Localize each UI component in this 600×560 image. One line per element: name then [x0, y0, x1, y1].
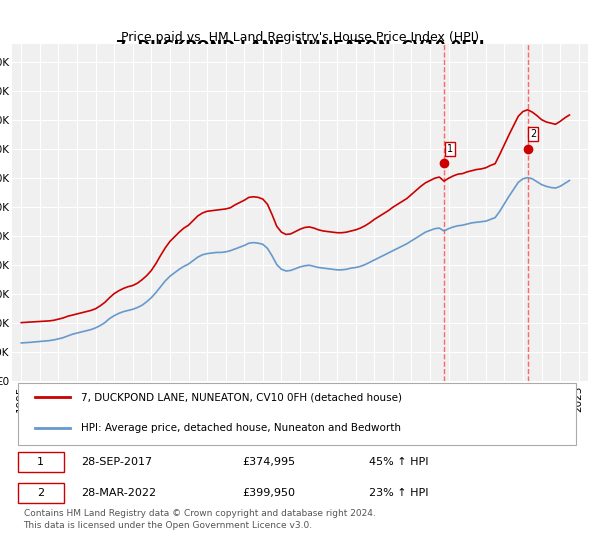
Text: 45% ↑ HPI: 45% ↑ HPI — [369, 457, 428, 467]
FancyBboxPatch shape — [18, 452, 64, 472]
Text: 7, DUCKPOND LANE, NUNEATON, CV10 0FH: 7, DUCKPOND LANE, NUNEATON, CV10 0FH — [116, 40, 484, 55]
Text: 2: 2 — [37, 488, 44, 498]
Text: 2: 2 — [530, 129, 536, 139]
Text: £399,950: £399,950 — [242, 488, 295, 498]
Text: HPI: Average price, detached house, Nuneaton and Bedworth: HPI: Average price, detached house, Nune… — [81, 423, 401, 433]
Text: Contains HM Land Registry data © Crown copyright and database right 2024.
This d: Contains HM Land Registry data © Crown c… — [23, 509, 375, 530]
Text: 1: 1 — [37, 457, 44, 467]
Text: 23% ↑ HPI: 23% ↑ HPI — [369, 488, 428, 498]
Text: £374,995: £374,995 — [242, 457, 296, 467]
Text: 7, DUCKPOND LANE, NUNEATON, CV10 0FH (detached house): 7, DUCKPOND LANE, NUNEATON, CV10 0FH (de… — [81, 393, 402, 403]
Text: 28-MAR-2022: 28-MAR-2022 — [81, 488, 156, 498]
Text: 28-SEP-2017: 28-SEP-2017 — [81, 457, 152, 467]
FancyBboxPatch shape — [18, 483, 64, 503]
Text: Price paid vs. HM Land Registry's House Price Index (HPI): Price paid vs. HM Land Registry's House … — [121, 31, 479, 44]
FancyBboxPatch shape — [18, 383, 577, 445]
Text: 1: 1 — [446, 143, 452, 153]
